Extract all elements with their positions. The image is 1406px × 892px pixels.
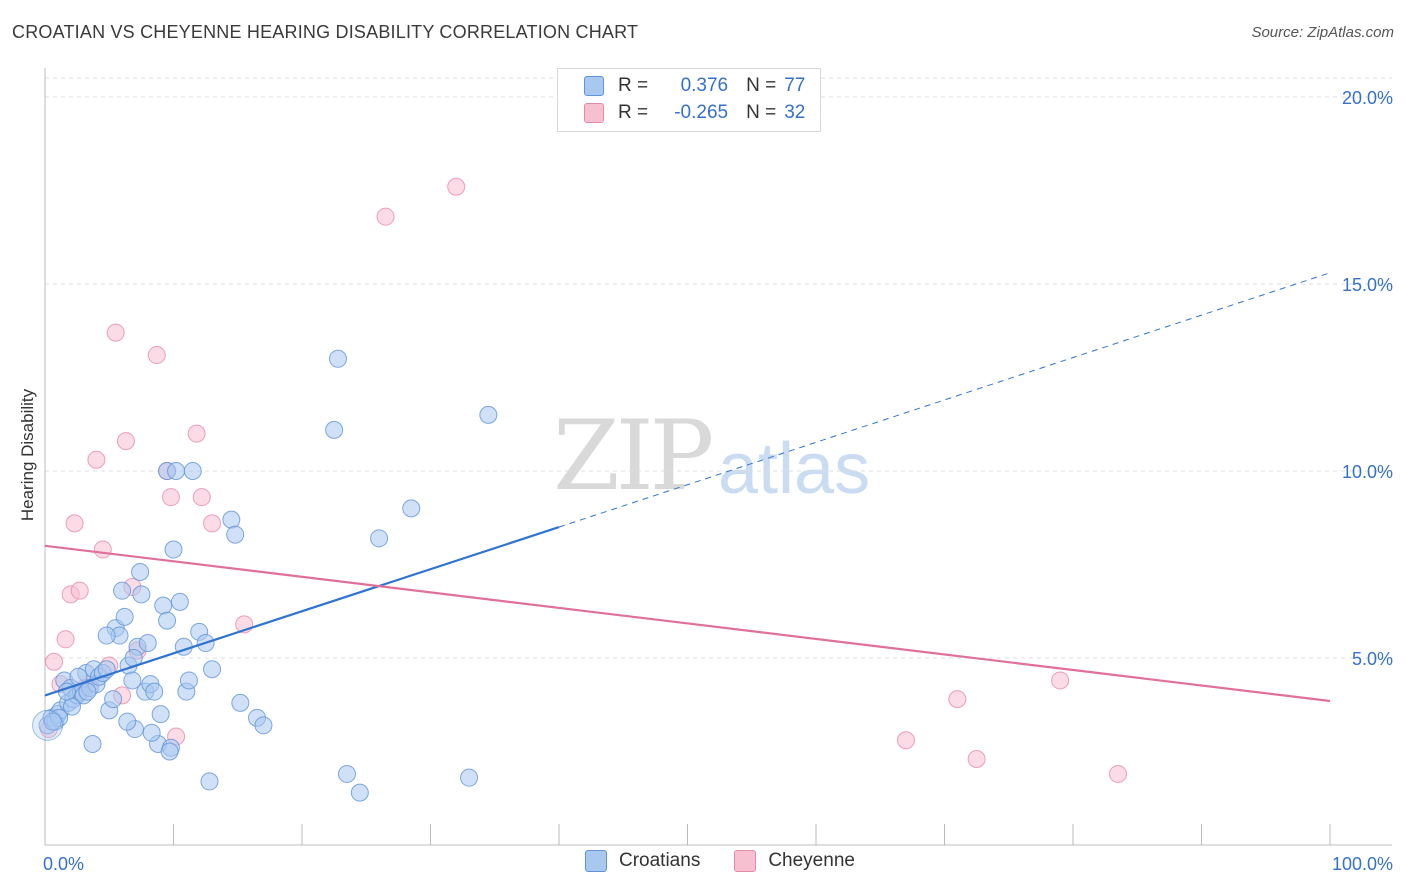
- croatians-point: [203, 660, 222, 679]
- legend-n-label: N =: [746, 102, 777, 123]
- legend-r-value: -0.265: [674, 102, 729, 123]
- croatians-point: [200, 772, 219, 791]
- cheyenne-point: [65, 514, 84, 533]
- croatians-trend-extension: [558, 272, 1331, 528]
- croatians-point: [131, 562, 150, 581]
- croatians-point: [154, 596, 173, 615]
- legend-swatch-cheyenne: [584, 103, 604, 123]
- croatians-point: [158, 611, 177, 630]
- legend-row-croatians: R = 0.376 N = 77: [584, 73, 805, 99]
- legend-row-cheyenne: R = -0.265 N = 32: [584, 100, 805, 126]
- croatians-point: [78, 682, 97, 701]
- cheyenne-point: [1108, 764, 1127, 783]
- croatians-point: [231, 693, 250, 712]
- watermark-zip: ZIP: [553, 400, 714, 512]
- croatians-point: [402, 499, 421, 518]
- cheyenne-point: [70, 581, 89, 600]
- cheyenne-point: [44, 652, 63, 671]
- croatians-point: [226, 525, 245, 544]
- legend-n-label: N =: [746, 75, 777, 96]
- cheyenne-point: [106, 323, 125, 342]
- legend-item-croatians: Croatians: [585, 850, 700, 872]
- croatians-point: [179, 671, 198, 690]
- y-tick-label: 20.0%: [1342, 88, 1393, 108]
- legend-n-value: 77: [784, 75, 806, 96]
- croatians-trend-line: [44, 526, 560, 697]
- x-tick-label: 100.0%: [1332, 854, 1393, 874]
- chart-title: CROATIAN VS CHEYENNE HEARING DISABILITY …: [12, 22, 639, 42]
- correlation-legend: R = 0.376 N = 77 R = -0.265 N = 32: [557, 68, 821, 132]
- croatians-point: [145, 682, 164, 701]
- watermark-atlas: atlas: [718, 429, 871, 509]
- x-tick-label: 0.0%: [43, 854, 84, 874]
- croatians-point: [167, 462, 186, 480]
- y-tick-label: 15.0%: [1342, 275, 1393, 295]
- croatians-point: [83, 735, 102, 754]
- cheyenne-point: [116, 432, 135, 451]
- croatians-point: [62, 697, 81, 716]
- croatians-point: [138, 634, 157, 653]
- cheyenne-point: [203, 514, 222, 533]
- cheyenne-trend-line: [44, 544, 1331, 703]
- source-credit: Source: ZipAtlas.com: [1251, 24, 1394, 41]
- cheyenne-point: [187, 424, 206, 443]
- cheyenne-point: [147, 346, 166, 365]
- croatians-point: [160, 742, 179, 761]
- legend-r-label: R =: [618, 75, 649, 96]
- croatians-point: [151, 705, 170, 724]
- croatians-point: [104, 690, 123, 709]
- series-legend: Croatians Cheyenne: [585, 850, 889, 872]
- croatians-point: [164, 540, 183, 559]
- croatians-point: [118, 712, 137, 731]
- legend-r-label: R =: [618, 102, 649, 123]
- cheyenne-point: [87, 450, 106, 469]
- legend-swatch-croatians: [585, 850, 607, 872]
- croatians-point: [370, 529, 389, 548]
- legend-swatch-croatians: [584, 76, 604, 96]
- cheyenne-point: [447, 177, 466, 196]
- croatians-point: [142, 723, 161, 742]
- croatians-point: [123, 671, 142, 690]
- y-tick-label: 10.0%: [1342, 462, 1393, 482]
- croatians-point: [97, 626, 116, 645]
- croatians-point: [115, 607, 134, 626]
- legend-item-cheyenne: Cheyenne: [734, 850, 855, 872]
- cheyenne-point: [896, 731, 915, 750]
- croatians-point: [32, 709, 64, 741]
- croatians-point: [222, 510, 241, 529]
- cheyenne-point: [948, 690, 967, 709]
- croatians-point: [479, 405, 498, 424]
- legend-label-cheyenne: Cheyenne: [768, 850, 855, 871]
- cheyenne-point: [1051, 671, 1070, 690]
- legend-n-value: 32: [784, 102, 806, 123]
- y-tick-label: 5.0%: [1352, 649, 1393, 669]
- croatians-point: [170, 592, 189, 611]
- croatians-point: [132, 585, 151, 604]
- cheyenne-point: [967, 749, 986, 768]
- cheyenne-point: [56, 630, 75, 649]
- cheyenne-point: [192, 488, 211, 507]
- croatians-point: [328, 349, 347, 368]
- croatians-point: [254, 716, 273, 735]
- cheyenne-point: [93, 540, 112, 559]
- legend-swatch-cheyenne: [734, 850, 757, 872]
- croatians-point: [350, 783, 369, 802]
- croatians-point: [113, 581, 132, 600]
- croatians-point: [183, 462, 202, 480]
- croatians-point: [325, 420, 344, 439]
- cheyenne-point: [376, 207, 395, 226]
- legend-label-croatians: Croatians: [619, 850, 701, 871]
- cheyenne-point: [161, 488, 180, 507]
- croatians-point: [460, 768, 479, 787]
- croatians-point: [337, 764, 356, 783]
- croatians-point: [43, 712, 62, 731]
- legend-r-value: 0.376: [680, 75, 729, 96]
